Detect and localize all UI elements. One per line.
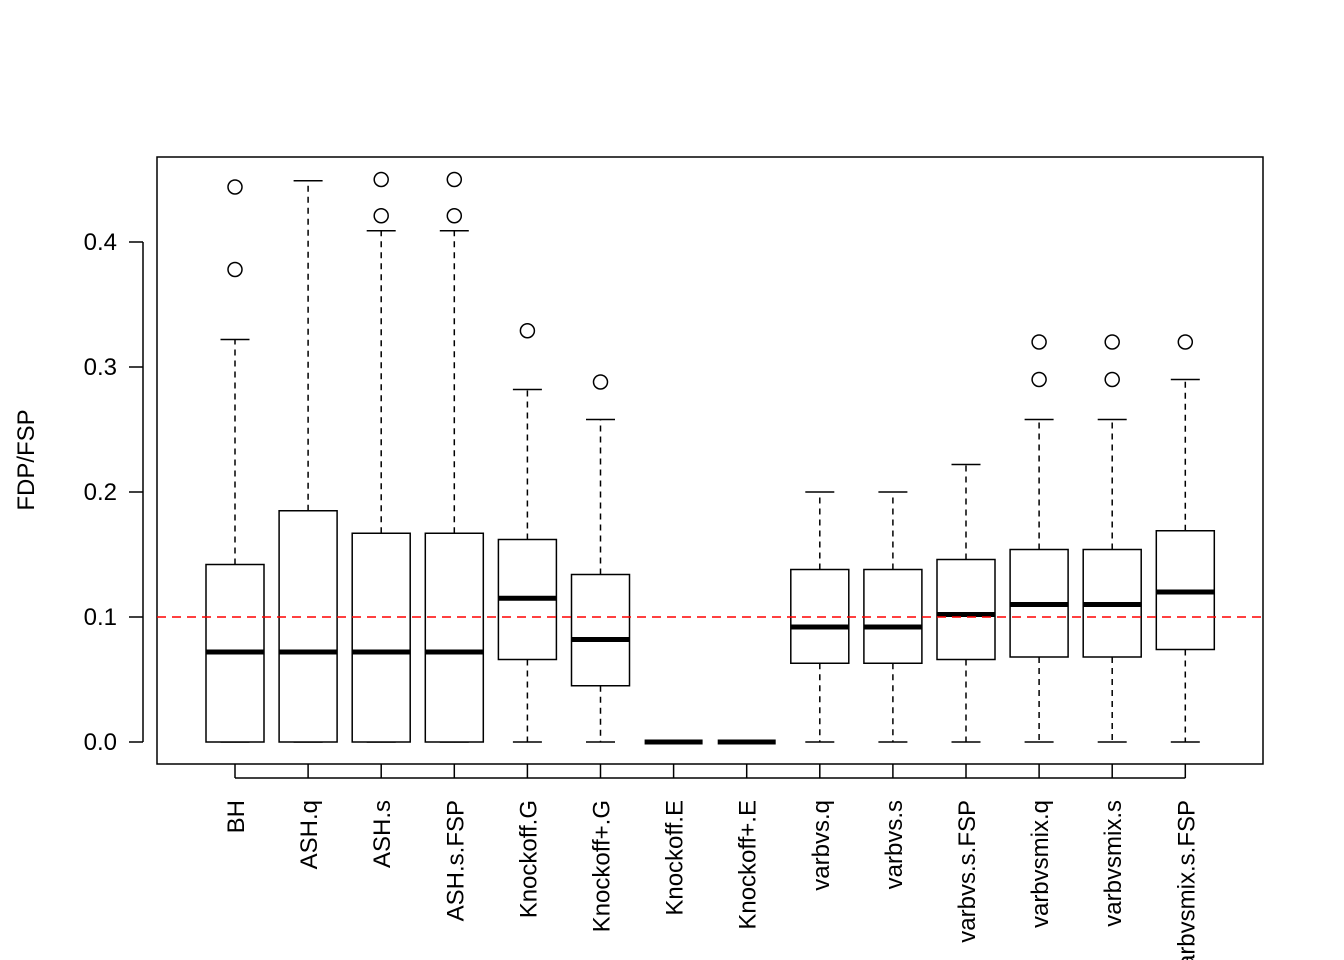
outlier-point — [227, 179, 243, 195]
x-axis: BH ASH.q ASH.s ASH.s.FSP Knockoff.G Knockoff+… — [223, 764, 1200, 960]
x-tick-label: varbvs.s — [881, 800, 908, 889]
x-tick-label: varbvs.s.FSP — [954, 800, 981, 943]
y-axis-label: FDP/FSP — [13, 409, 40, 510]
y-axis: 0.0 0.1 0.2 0.3 0.4 — [84, 229, 144, 756]
outlier-point — [227, 261, 243, 278]
box-ASH.s.FSP — [424, 171, 485, 743]
outlier-point — [1104, 334, 1120, 350]
outlier-point — [1031, 371, 1047, 388]
box-ASH.q — [278, 180, 338, 743]
outlier-point — [1177, 334, 1194, 350]
y-tick-label: 0.2 — [84, 479, 117, 506]
x-tick-label: ASH.q — [296, 800, 323, 869]
x-tick-label: varbvsmix.s — [1100, 800, 1127, 927]
box-ASH.s — [351, 171, 411, 743]
box-varbvsmix.q — [1009, 334, 1069, 743]
box-varbvsmix.s.FSP — [1155, 334, 1216, 743]
y-tick-label: 0.3 — [84, 354, 117, 381]
x-tick-label: Knockoff.E — [662, 800, 689, 916]
x-tick-label: varbvsmix.s.FSP — [1173, 800, 1200, 960]
outlier-point — [519, 323, 536, 339]
x-tick-label: Knockoff+.E — [735, 800, 762, 930]
x-tick-label: ASH.s.FSP — [442, 800, 469, 921]
x-tick-label: varbvsmix.q — [1027, 800, 1054, 928]
box-BH — [205, 179, 265, 743]
box-Knockoff+.G — [570, 374, 631, 743]
x-tick-label: BH — [223, 800, 250, 833]
box-Knockoff.G — [497, 323, 558, 743]
outlier-point — [1031, 334, 1047, 350]
box-iqr — [936, 558, 996, 661]
y-tick-label: 0.0 — [84, 729, 117, 756]
box-iqr — [278, 510, 338, 743]
outlier-point — [373, 208, 389, 224]
box-iqr — [570, 573, 631, 687]
x-tick-label: Knockoff.G — [515, 800, 542, 918]
x-tick-label: Knockoff+.G — [589, 800, 616, 932]
box-varbvs.s.FSP — [936, 463, 996, 743]
x-tick-label: ASH.s — [369, 800, 396, 868]
box-iqr — [424, 532, 485, 743]
outlier-point — [1104, 371, 1120, 388]
outlier-point — [373, 171, 389, 188]
outlier-point — [592, 374, 609, 390]
y-tick-label: 0.1 — [84, 604, 117, 631]
box-iqr — [351, 532, 411, 743]
outlier-point — [446, 171, 463, 188]
x-tick-label: varbvs.q — [808, 800, 835, 891]
outlier-point — [446, 208, 463, 224]
y-tick-label: 0.4 — [84, 229, 117, 256]
boxes — [205, 171, 1216, 745]
box-varbvsmix.s — [1082, 334, 1142, 743]
plot-frame — [156, 156, 1264, 765]
